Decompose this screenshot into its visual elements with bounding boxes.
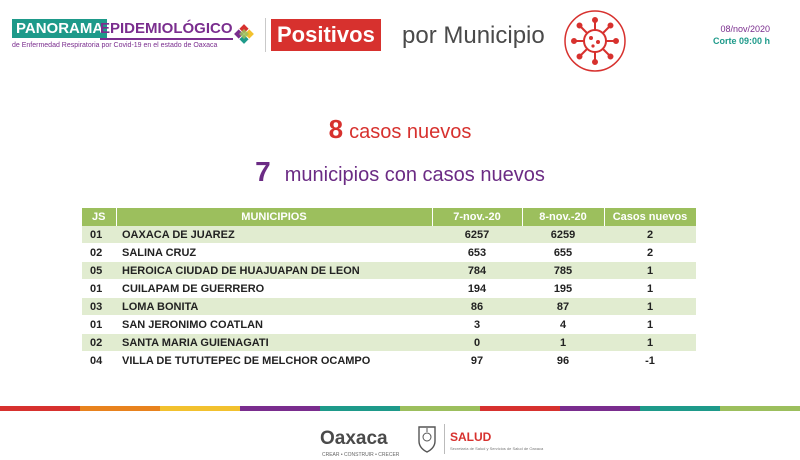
mosaic-logo-icon	[234, 24, 254, 44]
panorama-word: PANORAMA	[12, 19, 108, 38]
header-casos-nuevos: Casos nuevos	[604, 208, 697, 226]
cell-municipio: VILLA DE TUTUTEPEC DE MELCHOR OCAMPO	[116, 351, 432, 370]
footer-divider	[444, 424, 445, 454]
cell-municipio: SAN JERONIMO COATLAN	[116, 315, 432, 334]
table-row: 03 LOMA BONITA 86 87 1	[82, 297, 696, 316]
virus-icon	[564, 10, 626, 72]
stripe-segment	[80, 406, 160, 411]
stripe-segment	[560, 406, 640, 411]
por-municipio-title: por Municipio	[402, 22, 545, 49]
cell-date-2: 6259	[522, 226, 604, 244]
cell-date-2: 655	[522, 243, 604, 262]
panorama-subtitle: de Enfermedad Respiratoria por Covid-19 …	[12, 42, 218, 49]
report-date: 08/nov/2020	[720, 24, 770, 34]
municipalities-count: 7	[255, 156, 271, 187]
cell-js: 01	[82, 226, 116, 244]
table-row: 05 HEROICA CIUDAD DE HUAJUAPAN DE LEON 7…	[82, 261, 696, 280]
cell-js: 01	[82, 279, 116, 298]
cell-municipio: OAXACA DE JUAREZ	[116, 226, 432, 244]
stripe-segment	[400, 406, 480, 411]
table-row: 02 SANTA MARIA GUIENAGATI 0 1 1	[82, 333, 696, 352]
table-row: 04 VILLA DE TUTUTEPEC DE MELCHOR OCAMPO …	[82, 351, 696, 370]
header-divider	[265, 18, 266, 52]
table-row: 01 OAXACA DE JUAREZ 6257 6259 2	[82, 226, 696, 244]
state-shield-icon	[418, 426, 436, 453]
cell-nuevos: 2	[604, 226, 696, 244]
cell-date-2: 785	[522, 261, 604, 280]
header-date-1: 7-nov.-20	[432, 208, 523, 226]
municipalities-summary: 7 municipios con casos nuevos	[0, 156, 800, 188]
cell-js: 03	[82, 297, 116, 316]
cell-date-2: 1	[522, 333, 604, 352]
epidemiologico-word: EPIDEMIOLÓGICO	[100, 19, 233, 40]
cell-date-1: 0	[432, 333, 522, 352]
cell-municipio: HEROICA CIUDAD DE HUAJUAPAN DE LEON	[116, 261, 432, 280]
footer-logos: Oaxaca CREAR • CONSTRUIR • CRECER SALUD …	[320, 424, 544, 460]
table-row: 01 SAN JERONIMO COATLAN 3 4 1	[82, 315, 696, 334]
cutoff-time: Corte 09:00 h	[712, 36, 770, 46]
table-row: 01 CUILAPAM DE GUERRERO 194 195 1	[82, 279, 696, 298]
salud-subtitle: Secretaría de Salud y Servicios de Salud…	[450, 446, 544, 451]
cell-date-1: 784	[432, 261, 522, 280]
cell-js: 05	[82, 261, 116, 280]
cell-nuevos: 2	[604, 243, 696, 262]
positivos-title: Positivos	[271, 19, 381, 51]
cell-date-1: 194	[432, 279, 522, 298]
table-row: 02 SALINA CRUZ 653 655 2	[82, 243, 696, 262]
cell-nuevos: 1	[604, 333, 696, 352]
cases-table: JS MUNICIPIOS 7-nov.-20 8-nov.-20 Casos …	[82, 208, 697, 370]
cell-nuevos: 1	[604, 315, 696, 334]
header-municipio: MUNICIPIOS	[116, 208, 433, 226]
cell-date-2: 96	[522, 351, 604, 370]
cell-municipio: CUILAPAM DE GUERRERO	[116, 279, 432, 298]
stripe-segment	[640, 406, 720, 411]
cell-js: 02	[82, 243, 116, 262]
salud-logo: SALUD	[450, 430, 492, 444]
header-date-2: 8-nov.-20	[522, 208, 605, 226]
cell-municipio: SALINA CRUZ	[116, 243, 432, 262]
cell-municipio: SANTA MARIA GUIENAGATI	[116, 333, 432, 352]
cell-date-2: 195	[522, 279, 604, 298]
cell-date-1: 97	[432, 351, 522, 370]
cell-date-2: 87	[522, 297, 604, 316]
header: PANORAMA EPIDEMIOLÓGICO de Enfermedad Re…	[0, 0, 800, 80]
new-cases-count: 8	[328, 114, 344, 144]
oaxaca-tagline: CREAR • CONSTRUIR • CRECER	[322, 452, 400, 458]
cell-nuevos: 1	[604, 297, 696, 316]
oaxaca-logo: Oaxaca	[320, 428, 388, 449]
cell-date-1: 3	[432, 315, 522, 334]
cell-js: 04	[82, 351, 116, 370]
stripe-segment	[320, 406, 400, 411]
cell-date-1: 653	[432, 243, 522, 262]
cell-nuevos: -1	[604, 351, 696, 370]
cell-date-2: 4	[522, 315, 604, 334]
stripe-segment	[0, 406, 80, 411]
municipalities-label: municipios con casos nuevos	[284, 164, 545, 186]
cell-municipio: LOMA BONITA	[116, 297, 432, 316]
new-cases-summary: 8 casos nuevos	[0, 114, 800, 145]
color-stripe	[0, 406, 800, 411]
cell-js: 01	[82, 315, 116, 334]
new-cases-label: casos nuevos	[349, 121, 472, 143]
cell-date-1: 86	[432, 297, 522, 316]
cell-js: 02	[82, 333, 116, 352]
cell-nuevos: 1	[604, 261, 696, 280]
cell-nuevos: 1	[604, 279, 696, 298]
stripe-segment	[720, 406, 800, 411]
stripe-segment	[240, 406, 320, 411]
stripe-segment	[160, 406, 240, 411]
table-header-row: JS MUNICIPIOS 7-nov.-20 8-nov.-20 Casos …	[82, 208, 697, 226]
header-js: JS	[82, 208, 117, 226]
stripe-segment	[480, 406, 560, 411]
cell-date-1: 6257	[432, 226, 522, 244]
